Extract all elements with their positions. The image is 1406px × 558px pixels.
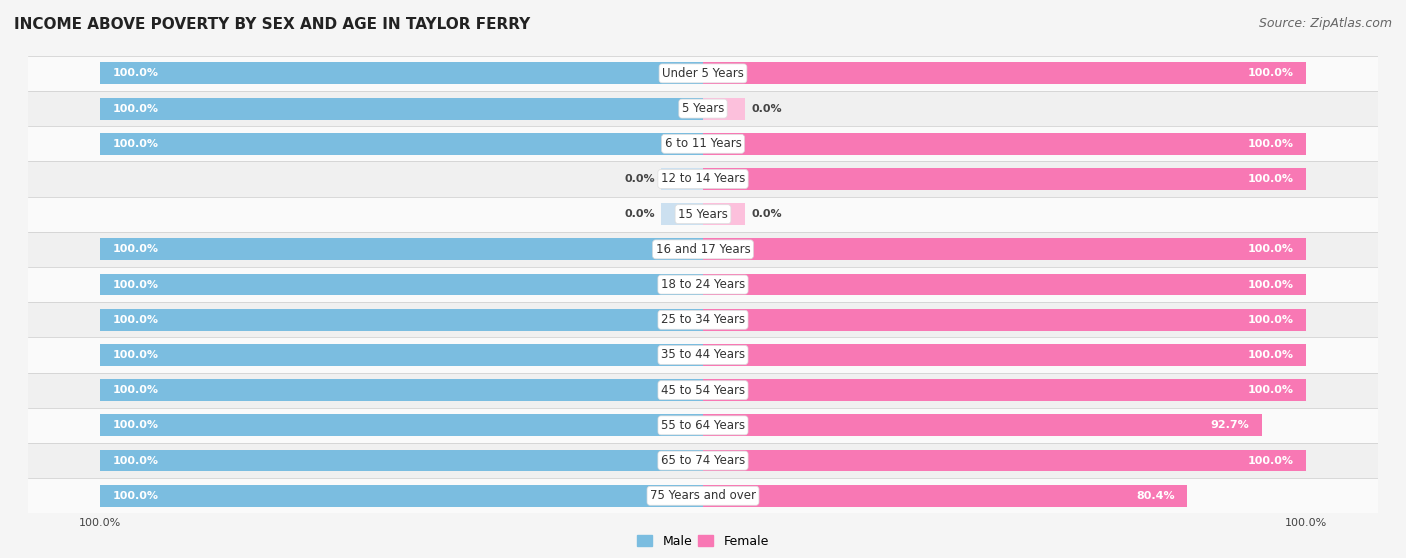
Text: 100.0%: 100.0% — [112, 420, 159, 430]
Bar — [100, 485, 703, 507]
Bar — [703, 62, 1306, 84]
Bar — [10, 232, 1396, 267]
Text: 0.0%: 0.0% — [751, 104, 782, 114]
Bar — [703, 133, 1306, 155]
Text: 100.0%: 100.0% — [112, 491, 159, 501]
Bar — [100, 415, 703, 436]
Bar — [661, 168, 703, 190]
Text: 6 to 11 Years: 6 to 11 Years — [665, 137, 741, 150]
Bar — [100, 62, 703, 84]
Bar — [100, 309, 703, 331]
Text: 45 to 54 Years: 45 to 54 Years — [661, 384, 745, 397]
Text: 100.0%: 100.0% — [112, 280, 159, 290]
Bar — [661, 203, 703, 225]
Bar — [10, 408, 1396, 443]
Bar — [100, 344, 703, 366]
Text: 100.0%: 100.0% — [1247, 350, 1294, 360]
Text: 100.0%: 100.0% — [112, 315, 159, 325]
Text: Source: ZipAtlas.com: Source: ZipAtlas.com — [1258, 17, 1392, 30]
Bar — [10, 302, 1396, 338]
Text: Under 5 Years: Under 5 Years — [662, 67, 744, 80]
Text: 100.0%: 100.0% — [112, 69, 159, 78]
Text: 0.0%: 0.0% — [624, 209, 655, 219]
Text: 18 to 24 Years: 18 to 24 Years — [661, 278, 745, 291]
Text: 92.7%: 92.7% — [1211, 420, 1250, 430]
Bar — [703, 238, 1306, 260]
Text: 80.4%: 80.4% — [1137, 491, 1175, 501]
Bar — [100, 133, 703, 155]
Text: 100.0%: 100.0% — [112, 455, 159, 465]
Bar — [10, 161, 1396, 196]
Text: 100.0%: 100.0% — [1247, 174, 1294, 184]
Bar — [703, 273, 1306, 296]
Bar — [100, 379, 703, 401]
Bar — [703, 309, 1306, 331]
Bar — [10, 91, 1396, 126]
Text: 100.0%: 100.0% — [112, 385, 159, 395]
Bar — [100, 450, 703, 472]
Bar — [100, 238, 703, 260]
Text: 12 to 14 Years: 12 to 14 Years — [661, 172, 745, 185]
Bar — [10, 478, 1396, 513]
Bar — [703, 415, 1261, 436]
Text: 25 to 34 Years: 25 to 34 Years — [661, 313, 745, 326]
Text: 16 and 17 Years: 16 and 17 Years — [655, 243, 751, 256]
Bar — [10, 126, 1396, 161]
Text: 100.0%: 100.0% — [112, 104, 159, 114]
Bar — [703, 203, 745, 225]
Bar — [703, 450, 1306, 472]
Text: 100.0%: 100.0% — [112, 139, 159, 149]
Text: 100.0%: 100.0% — [112, 350, 159, 360]
Text: 65 to 74 Years: 65 to 74 Years — [661, 454, 745, 467]
Bar — [10, 338, 1396, 373]
Text: 100.0%: 100.0% — [1247, 244, 1294, 254]
Text: 15 Years: 15 Years — [678, 208, 728, 220]
Text: 75 Years and over: 75 Years and over — [650, 489, 756, 502]
Text: 100.0%: 100.0% — [1247, 385, 1294, 395]
Text: 100.0%: 100.0% — [1247, 455, 1294, 465]
Text: 55 to 64 Years: 55 to 64 Years — [661, 419, 745, 432]
Bar — [100, 273, 703, 296]
Text: 0.0%: 0.0% — [751, 209, 782, 219]
Text: INCOME ABOVE POVERTY BY SEX AND AGE IN TAYLOR FERRY: INCOME ABOVE POVERTY BY SEX AND AGE IN T… — [14, 17, 530, 32]
Bar — [703, 98, 745, 119]
Bar — [100, 98, 703, 119]
Text: 100.0%: 100.0% — [112, 244, 159, 254]
Text: 35 to 44 Years: 35 to 44 Years — [661, 349, 745, 362]
Text: 0.0%: 0.0% — [624, 174, 655, 184]
Bar — [703, 344, 1306, 366]
Bar — [10, 267, 1396, 302]
Text: 5 Years: 5 Years — [682, 102, 724, 115]
Bar — [10, 56, 1396, 91]
Bar — [10, 196, 1396, 232]
Text: 100.0%: 100.0% — [1247, 69, 1294, 78]
Bar — [703, 379, 1306, 401]
Bar — [10, 373, 1396, 408]
Bar — [703, 485, 1188, 507]
Text: 100.0%: 100.0% — [1247, 315, 1294, 325]
Text: 100.0%: 100.0% — [1247, 139, 1294, 149]
Text: 100.0%: 100.0% — [1247, 280, 1294, 290]
Bar — [703, 168, 1306, 190]
Legend: Male, Female: Male, Female — [633, 530, 773, 553]
Bar — [10, 443, 1396, 478]
